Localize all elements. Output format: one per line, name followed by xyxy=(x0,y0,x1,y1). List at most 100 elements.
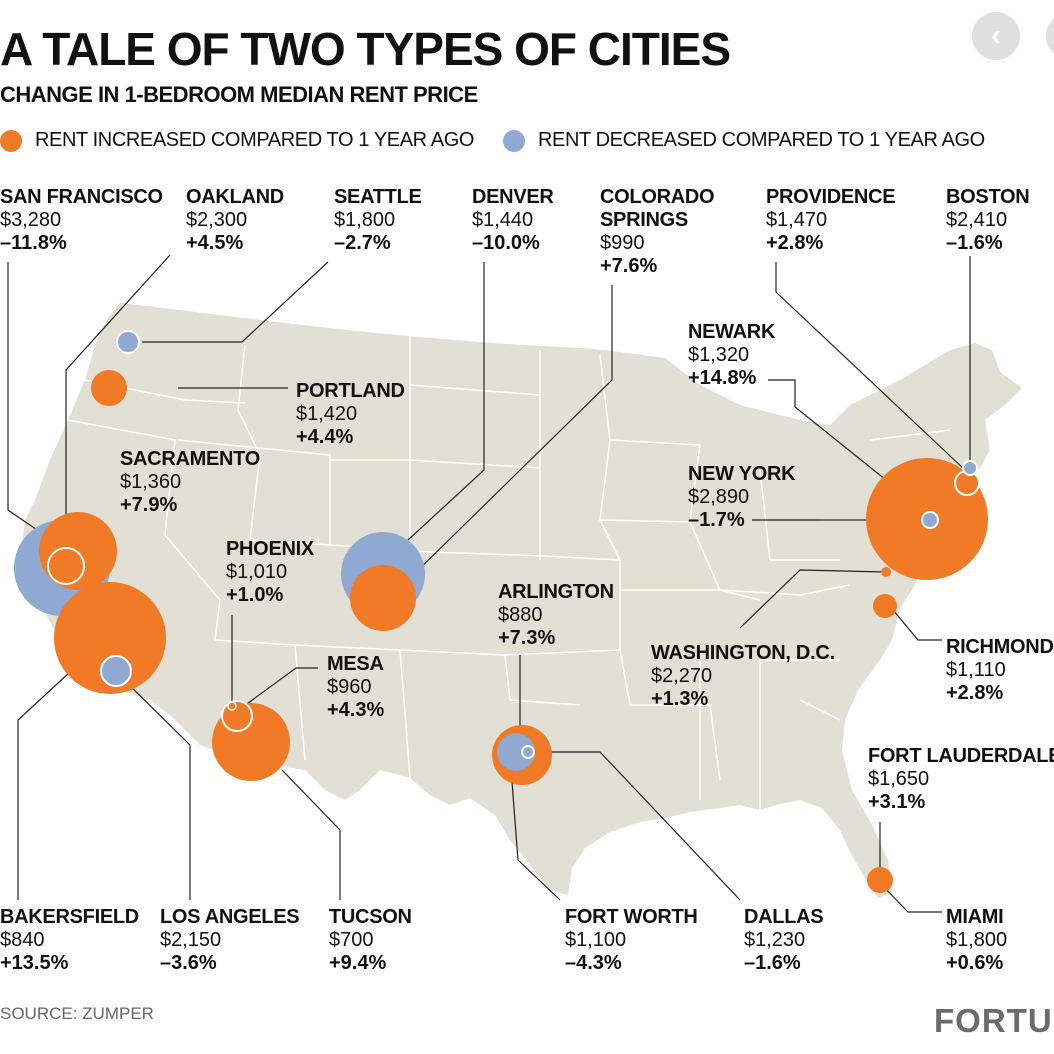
city-rent: $2,890 xyxy=(688,486,750,508)
city-name: LOS ANGELES xyxy=(160,906,300,928)
city-label-boston: BOSTON $2,410 –1.6% xyxy=(946,186,1030,255)
city-label-mesa: MESA $960 +4.3% xyxy=(327,653,384,722)
city-change: +7.6% xyxy=(600,255,658,277)
city-rent: $1,010 xyxy=(226,561,288,583)
city-name: FORT LAUDERDALE xyxy=(868,745,1054,767)
city-rent: $1,320 xyxy=(688,344,750,366)
city-label-providence: PROVIDENCE $1,470 +2.8% xyxy=(766,186,896,255)
city-rent: $3,280 xyxy=(0,209,62,231)
city-change: –1.7% xyxy=(688,509,745,531)
city-change: +2.8% xyxy=(946,682,1004,704)
city-rent: $1,440 xyxy=(472,209,534,231)
city-rent: $1,800 xyxy=(334,209,396,231)
city-change: –4.3% xyxy=(565,952,622,974)
city-name: FORT WORTH xyxy=(565,906,698,928)
bubble-phoenix xyxy=(227,701,237,711)
bubble-colorado-springs xyxy=(350,565,416,631)
bubble-los-angeles xyxy=(100,655,132,687)
legend-swatch-decreased xyxy=(503,129,525,152)
next-button[interactable] xyxy=(1046,12,1054,60)
city-name: NEW YORK xyxy=(688,463,796,485)
city-label-colorado-springs: COLORADO SPRINGS $990 +7.6% xyxy=(600,186,715,278)
city-label-arlington: ARLINGTON $880 +7.3% xyxy=(498,581,614,650)
city-change: +4.3% xyxy=(327,699,385,721)
city-rent: $1,110 xyxy=(946,659,1006,681)
city-change: –11.8% xyxy=(0,232,67,254)
city-name: WASHINGTON, D.C. xyxy=(651,642,835,664)
brand-logo: FORTUNE xyxy=(934,1002,1054,1039)
leader-lines xyxy=(7,254,971,913)
bubble-miami xyxy=(867,867,893,893)
city-rent: $1,800 xyxy=(946,929,1008,951)
city-name: SAN FRANCISCO xyxy=(0,186,163,208)
city-change: +1.3% xyxy=(651,688,709,710)
city-name: SPRINGS xyxy=(600,209,688,231)
legend-item-increased: RENT INCREASED COMPARED TO 1 YEAR AGO xyxy=(0,129,474,152)
city-rent: $700 xyxy=(329,929,374,951)
city-label-richmond: RICHMOND $1,110 +2.8% xyxy=(946,636,1054,705)
city-name: SACRAMENTO xyxy=(120,448,260,470)
city-rent: $1,470 xyxy=(766,209,828,231)
city-name: PORTLAND xyxy=(296,380,405,402)
city-change: +2.8% xyxy=(766,232,824,254)
city-name: BOSTON xyxy=(946,186,1030,208)
source-note: SOURCE: ZUMPER xyxy=(0,1004,154,1023)
city-rent: $2,270 xyxy=(651,665,713,687)
city-rent: $1,360 xyxy=(120,471,182,493)
city-change: +3.1% xyxy=(868,791,926,813)
city-label-new-york: NEW YORK $2,890 –1.7% xyxy=(688,463,796,532)
page-subtitle: CHANGE IN 1-BEDROOM MEDIAN RENT PRICE xyxy=(0,82,478,107)
city-label-newark: NEWARK $1,320 +14.8% xyxy=(688,321,775,390)
city-rent: $2,300 xyxy=(186,209,248,231)
city-name: NEWARK xyxy=(688,321,776,343)
chevron-left-icon: ‹ xyxy=(991,19,1001,52)
bubble-fort-worth xyxy=(497,733,535,771)
city-rent: $1,650 xyxy=(868,768,930,790)
city-rent: $880 xyxy=(498,604,543,626)
city-label-portland: PORTLAND $1,420 +4.4% xyxy=(296,380,405,449)
city-change: –1.6% xyxy=(946,232,1003,254)
bubble-sacramento xyxy=(47,547,85,585)
city-label-fort-lauderdale: FORT LAUDERDALE $1,650 +3.1% xyxy=(868,745,1054,814)
legend-swatch-increased xyxy=(0,129,22,152)
city-change: +1.0% xyxy=(226,584,284,606)
city-rent: $840 xyxy=(0,929,45,951)
legend-label-decreased: RENT DECREASED COMPARED TO 1 YEAR AGO xyxy=(538,129,985,151)
bubble-bakersfield xyxy=(54,582,166,694)
bubble-boston xyxy=(962,460,978,476)
city-name: DALLAS xyxy=(744,906,824,928)
city-rent: $1,420 xyxy=(296,403,358,425)
city-name: RICHMOND xyxy=(946,636,1054,658)
city-name: OAKLAND xyxy=(186,186,284,208)
city-change: +14.8% xyxy=(688,367,757,389)
back-button[interactable]: ‹ xyxy=(972,12,1020,60)
city-change: –2.7% xyxy=(334,232,391,254)
city-name: MIAMI xyxy=(946,906,1004,928)
city-name: DENVER xyxy=(472,186,554,208)
city-change: +4.4% xyxy=(296,426,354,448)
city-rent: $2,150 xyxy=(160,929,222,951)
state-borders xyxy=(67,320,951,810)
city-label-san-francisco: SAN FRANCISCO $3,280 –11.8% xyxy=(0,186,163,255)
city-name: MESA xyxy=(327,653,384,675)
bubble-seattle xyxy=(116,330,140,354)
city-change: +9.4% xyxy=(329,952,387,974)
city-name: ARLINGTON xyxy=(498,581,614,603)
city-label-los-angeles: LOS ANGELES $2,150 –3.6% xyxy=(160,906,300,975)
city-rent: $2,410 xyxy=(946,209,1008,231)
city-name: PHOENIX xyxy=(226,538,314,560)
city-label-sacramento: SACRAMENTO $1,360 +7.9% xyxy=(120,448,260,517)
bubble-richmond xyxy=(873,594,897,618)
city-change: –3.6% xyxy=(160,952,217,974)
city-label-denver: DENVER $1,440 –10.0% xyxy=(472,186,554,255)
bubble-dallas xyxy=(521,745,535,759)
city-rent: $1,100 xyxy=(565,929,627,951)
city-change: +13.5% xyxy=(0,952,69,974)
city-label-dallas: DALLAS $1,230 –1.6% xyxy=(744,906,824,975)
city-change: +0.6% xyxy=(946,952,1004,974)
bubbles xyxy=(14,330,988,893)
city-label-miami: MIAMI $1,800 +0.6% xyxy=(946,906,1007,975)
bubble-portland xyxy=(91,370,127,406)
city-label-tucson: TUCSON $700 +9.4% xyxy=(329,906,412,975)
